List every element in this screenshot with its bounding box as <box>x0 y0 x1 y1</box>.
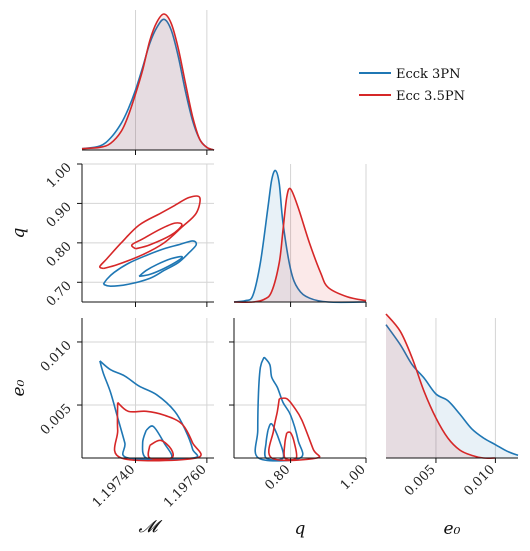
panel-mchirp-pdf-line-series-1 <box>81 13 215 151</box>
legend: Ecck 3PN Ecc 3.5PN <box>359 67 465 104</box>
legend-label-ecc-3-5pn: Ecc 3.5PN <box>396 89 465 104</box>
panel-q-pdf-line-series-0 <box>233 169 367 304</box>
xlabel-q: q <box>295 519 306 539</box>
xlabel-mchirp: 𝓜 <box>138 517 162 537</box>
panel-mchirp-pdf-fill-series-1 <box>82 13 214 151</box>
ylabel-q: q <box>9 227 29 238</box>
panel-q-vs-mchirp-contour-series-0-level-0 <box>102 240 198 288</box>
xtick-label-mchirp-1: 1.19760 <box>161 462 210 511</box>
panel-q-pdf-fill-series-1 <box>234 188 366 303</box>
panel-e0-pdf-line-series-0 <box>385 324 519 457</box>
panel-e0-vs-mchirp <box>77 318 214 463</box>
ytick-label-q-2: 0.90 <box>44 200 75 231</box>
panel-q-vs-mchirp-contour-series-1-level-1 <box>130 222 183 250</box>
xlabel-e0: e₀ <box>444 519 461 539</box>
legend-label-ecck-3pn: Ecck 3PN <box>396 67 460 82</box>
panel-q-vs-mchirp-contour-series-0-level-1 <box>138 255 184 278</box>
xtick-label-q-1: 1.00 <box>338 462 369 493</box>
panel-mchirp-pdf-fill-series-0 <box>82 19 214 150</box>
panel-e0-vs-mchirp-contour-series-1-level-0 <box>113 401 202 462</box>
panel-e0-vs-mchirp-contour-series-0-level-0 <box>99 360 199 461</box>
panel-e0-pdf-line-series-1 <box>385 313 496 459</box>
ytick-label-e0-1: 0.010 <box>38 338 75 375</box>
panel-q-pdf-line-series-1 <box>233 187 367 303</box>
panel-q-pdf-fill-series-0 <box>234 170 366 303</box>
ytick-label-q-0: 0.70 <box>44 279 75 310</box>
panel-e0-pdf <box>385 313 519 463</box>
panel-e0-vs-mchirp-contour-series-1-level-1 <box>147 439 175 461</box>
panel-e0-vs-q-contour-series-0-level-0 <box>254 356 304 462</box>
panel-q-vs-mchirp-contour-series-1-level-0 <box>98 195 201 270</box>
panel-q-vs-mchirp <box>77 163 214 307</box>
xtick-label-e0-0: 0.005 <box>402 462 439 499</box>
panel-e0-pdf-fill-series-1 <box>386 314 496 459</box>
ytick-label-e0-0: 0.005 <box>38 401 75 438</box>
ytick-label-q-3: 1.00 <box>44 160 75 191</box>
panel-mchirp-pdf <box>81 10 215 155</box>
panel-e0-pdf-fill-series-0 <box>386 324 518 458</box>
xtick-label-mchirp-0: 1.19740 <box>90 462 139 511</box>
panel-e0-vs-q-contour-series-1-level-0 <box>268 397 321 462</box>
ytick-label-q-1: 0.80 <box>44 239 75 270</box>
ylabel-e0: e₀ <box>9 379 29 396</box>
panel-q-pdf <box>233 164 367 307</box>
panel-e0-vs-q <box>229 318 367 463</box>
xtick-label-q-0: 0.80 <box>262 462 293 493</box>
panel-e0-vs-mchirp-contour-series-0-level-1 <box>141 425 173 461</box>
xtick-label-e0-1: 0.010 <box>461 462 498 499</box>
